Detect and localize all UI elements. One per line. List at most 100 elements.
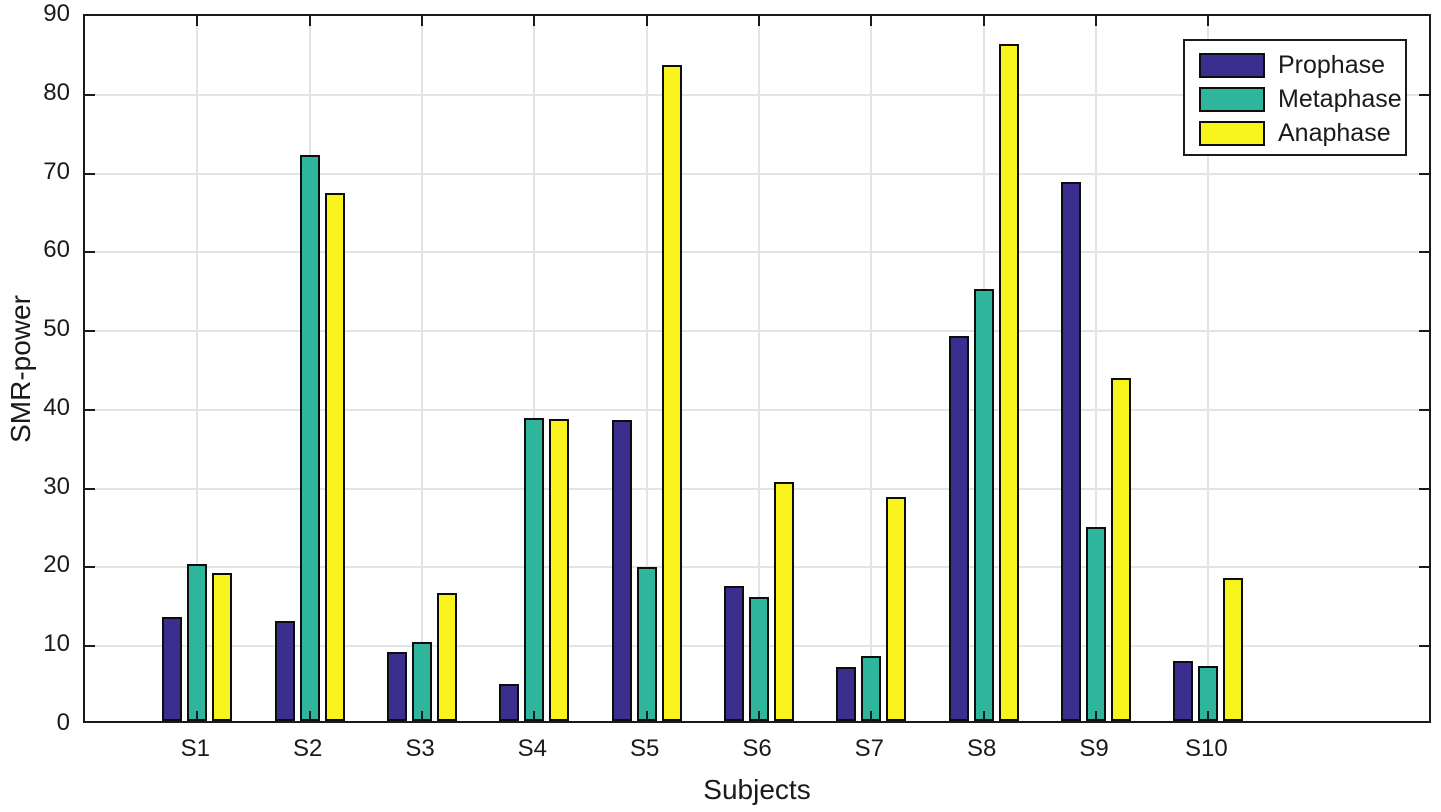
x-tick-label-s7: S7 (854, 735, 884, 762)
y-tick-label: 70 (43, 157, 70, 185)
gridline-vertical (645, 16, 648, 721)
gridline-vertical (533, 16, 536, 721)
bar-s9-anaphase (1111, 378, 1131, 721)
x-tick-bottom (196, 711, 199, 721)
legend-swatch-metaphase (1199, 86, 1265, 112)
bar-s3-anaphase (437, 593, 457, 721)
gridline-vertical (1207, 16, 1210, 721)
legend-swatch-anaphase (1199, 120, 1265, 146)
bar-s1-prophase (162, 617, 183, 721)
legend-label: Anaphase (1278, 118, 1391, 147)
legend-entry-anaphase: Anaphase (1199, 116, 1405, 150)
y-tick-label: 40 (43, 393, 70, 421)
y-tick-right (1419, 93, 1429, 96)
bar-s4-anaphase (549, 419, 570, 721)
x-tick-label-s1: S1 (180, 735, 210, 762)
bar-s8-prophase (948, 336, 969, 721)
x-tick-top (870, 16, 873, 26)
bar-s7-prophase (836, 667, 857, 721)
ticks-layer (85, 16, 1429, 721)
bar-s6-prophase (724, 586, 744, 721)
x-tick-label-s4: S4 (517, 735, 547, 762)
y-tick-left (85, 408, 95, 411)
x-tick-top (758, 16, 760, 26)
bars-layer (85, 16, 1429, 721)
y-tick-label: 20 (43, 551, 70, 579)
bar-s9-prophase (1061, 182, 1081, 721)
gridline-horizontal (85, 93, 1429, 96)
x-tick-label-s10: S10 (1184, 735, 1228, 762)
bar-s2-prophase (274, 621, 295, 721)
x-tick-label-s6: S6 (742, 735, 772, 762)
x-tick-bottom (1207, 711, 1210, 721)
y-tick-label: 0 (56, 709, 70, 736)
y-tick-right (1419, 408, 1429, 411)
x-tick-bottom (645, 711, 648, 721)
bar-s8-anaphase (998, 44, 1019, 721)
y-tick-label: 10 (43, 630, 70, 658)
y-tick-left (85, 251, 95, 254)
x-tick-top (1095, 16, 1097, 26)
x-tick-top (645, 16, 648, 26)
y-tick-left (85, 487, 95, 490)
gridline-vertical (758, 16, 760, 721)
y-tick-right (1419, 645, 1429, 648)
y-tick-label: 90 (43, 0, 70, 27)
bar-s1-anaphase (212, 573, 233, 721)
x-tick-top (982, 16, 985, 26)
gridline-vertical (421, 16, 423, 721)
bar-s5-prophase (611, 420, 632, 721)
y-tick-left (85, 566, 95, 569)
y-tick-right (1419, 487, 1429, 490)
y-tick-left (85, 93, 95, 96)
x-tick-top (196, 16, 199, 26)
x-tick-label-s9: S9 (1079, 735, 1109, 762)
y-tick-right (1419, 172, 1429, 175)
gridline-horizontal (85, 408, 1429, 411)
gridline-vertical (196, 16, 199, 721)
gridline-horizontal (85, 330, 1429, 333)
bar-s10-anaphase (1223, 578, 1244, 721)
x-tick-bottom (308, 711, 311, 721)
gridline-horizontal (85, 251, 1429, 254)
y-tick-right (1419, 566, 1429, 569)
bar-s6-anaphase (774, 482, 794, 721)
bar-s10-prophase (1173, 661, 1194, 721)
y-tick-left (85, 330, 95, 333)
legend-entry-metaphase: Metaphase (1199, 82, 1405, 116)
y-axis-title: SMR-power (5, 295, 36, 443)
legend-label: Metaphase (1278, 84, 1402, 113)
x-tick-top (1207, 16, 1210, 26)
y-tick-right (1419, 251, 1429, 254)
legend: Prophase Metaphase Anaphase (1183, 39, 1407, 156)
x-tick-top (533, 16, 536, 26)
x-tick-bottom (870, 711, 873, 721)
y-tick-label: 60 (43, 236, 70, 264)
y-tick-left (85, 645, 95, 648)
x-tick-bottom (982, 711, 985, 721)
gridline-horizontal (85, 566, 1429, 569)
x-tick-top (421, 16, 423, 26)
y-tick-label: 30 (43, 472, 70, 500)
x-tick-label-s8: S8 (966, 735, 997, 762)
gridline-vertical (870, 16, 873, 721)
y-tick-label: 80 (43, 78, 70, 106)
gridline-horizontal (85, 487, 1429, 490)
x-tick-label-s3: S3 (405, 735, 435, 762)
legend-label: Prophase (1278, 50, 1386, 79)
bar-s4-prophase (499, 684, 520, 721)
x-tick-top (308, 16, 311, 26)
legend-entry-prophase: Prophase (1199, 48, 1405, 82)
gridline-horizontal (85, 172, 1429, 175)
x-tick-bottom (421, 711, 423, 721)
legend-swatch-prophase (1199, 52, 1265, 78)
x-tick-bottom (533, 711, 536, 721)
bar-s2-anaphase (324, 193, 345, 721)
x-tick-label-s2: S2 (292, 735, 323, 762)
bar-s5-anaphase (661, 65, 682, 721)
x-tick-bottom (758, 711, 760, 721)
y-tick-left (85, 172, 95, 175)
bar-s3-prophase (387, 652, 407, 721)
x-tick-label-s5: S5 (629, 735, 660, 762)
